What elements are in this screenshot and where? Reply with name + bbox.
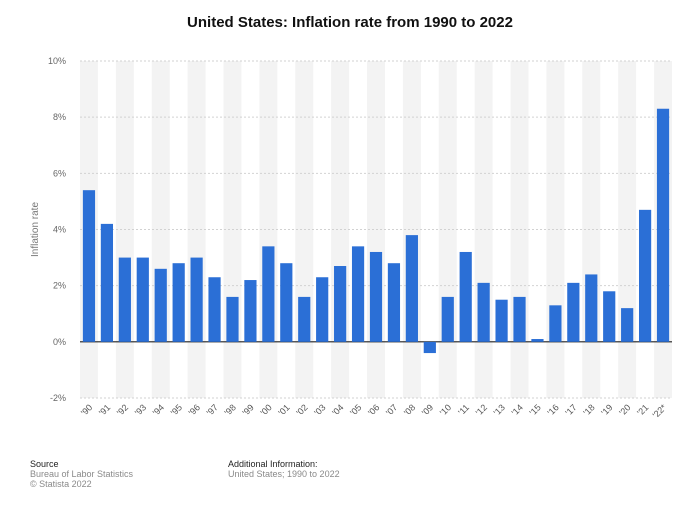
source-line-2: © Statista 2022 xyxy=(30,479,92,489)
bar xyxy=(316,277,329,342)
x-tick-label: '01 xyxy=(276,402,291,417)
bar xyxy=(477,282,490,342)
x-tick-label: '03 xyxy=(312,402,327,417)
y-tick-label: -2% xyxy=(50,393,66,403)
x-tick-label: '98 xyxy=(223,402,238,417)
x-tick-label: '19 xyxy=(599,402,614,417)
y-tick-label: 6% xyxy=(53,168,66,178)
additional-info-block: Additional Information: United States; 1… xyxy=(228,459,340,479)
x-tick-label: '96 xyxy=(187,402,202,417)
bar xyxy=(136,257,149,342)
x-tick-label: '14 xyxy=(510,402,525,417)
x-tick-label: '15 xyxy=(528,402,543,417)
bar xyxy=(567,282,580,342)
x-tick-label: '91 xyxy=(97,402,112,417)
y-axis-title: Inflation rate xyxy=(30,202,41,257)
bar xyxy=(172,263,185,342)
bar xyxy=(656,108,670,342)
x-tick-label: '99 xyxy=(240,402,255,417)
source-title: Source xyxy=(30,459,59,469)
x-tick-label: '08 xyxy=(402,402,417,417)
bar xyxy=(423,341,436,354)
bar xyxy=(226,296,239,342)
info-title: Additional Information: xyxy=(228,459,318,469)
bar xyxy=(441,296,454,342)
bar xyxy=(638,209,652,342)
x-tick-label: '90 xyxy=(79,402,94,417)
bar xyxy=(549,305,562,342)
bar xyxy=(334,266,347,342)
bar xyxy=(369,251,383,342)
bar xyxy=(603,291,616,342)
bar xyxy=(495,299,508,342)
bar xyxy=(531,339,544,342)
x-tick-label: '20 xyxy=(617,402,632,417)
x-tick-label: '16 xyxy=(545,402,560,417)
y-tick-label: 2% xyxy=(53,281,66,291)
bar xyxy=(621,308,634,342)
x-tick-label: '12 xyxy=(474,402,489,417)
x-tick-label: '10 xyxy=(438,402,453,417)
y-tick-label: 10% xyxy=(48,56,66,66)
x-tick-label: '21 xyxy=(635,402,650,417)
bar xyxy=(585,274,598,342)
x-tick-label: '18 xyxy=(581,402,596,417)
bar xyxy=(280,263,293,342)
source-line-1: Bureau of Labor Statistics xyxy=(30,469,134,479)
info-line-1: United States; 1990 to 2022 xyxy=(228,469,340,479)
bar xyxy=(459,251,472,342)
x-tick-label: '94 xyxy=(151,402,166,417)
x-tick-label: '17 xyxy=(563,402,578,417)
chart-title: United States: Inflation rate from 1990 … xyxy=(187,14,513,31)
bar xyxy=(190,257,203,342)
x-tick-label: '92 xyxy=(115,402,130,417)
bar xyxy=(118,257,131,342)
inflation-bar-chart: -2%0%2%4%6%8%10%Inflation rate'90'91'92 '… xyxy=(30,56,672,420)
x-tick-label: '00 xyxy=(258,402,273,417)
bar xyxy=(351,246,365,342)
x-tick-label: '97 xyxy=(205,402,220,417)
bar xyxy=(100,223,114,342)
x-tick-label: '95 xyxy=(169,402,184,417)
source-block: Source Bureau of Labor Statistics © Stat… xyxy=(30,459,133,489)
bar xyxy=(513,296,526,342)
x-tick-label: '06 xyxy=(366,402,381,417)
x-tick-label: '13 xyxy=(492,402,507,417)
x-tick-label: '07 xyxy=(384,402,399,417)
bar xyxy=(405,235,418,342)
bar xyxy=(298,296,311,342)
x-tick-label: '02 xyxy=(294,402,309,417)
bar xyxy=(387,263,401,342)
y-tick-label: 4% xyxy=(53,225,66,235)
y-tick-label: 0% xyxy=(53,337,66,347)
bar xyxy=(262,246,275,342)
x-tick-label: '04 xyxy=(330,402,345,417)
bar xyxy=(154,268,167,342)
x-tick-label: '22* xyxy=(651,402,669,420)
bar xyxy=(208,277,221,342)
bar xyxy=(82,190,96,342)
y-tick-label: 8% xyxy=(53,112,66,122)
x-tick-label: '09 xyxy=(420,402,435,417)
x-tick-label: '05 xyxy=(348,402,363,417)
bar xyxy=(244,280,257,342)
x-tick-label: '11 xyxy=(456,402,471,417)
x-tick-label: '93 xyxy=(133,402,148,417)
